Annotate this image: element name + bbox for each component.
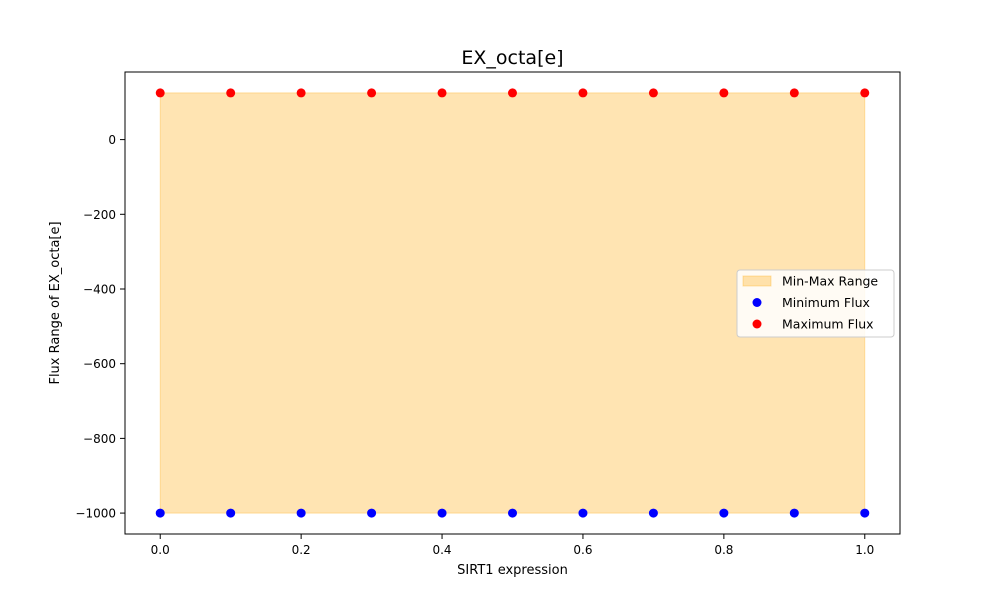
maximum-flux-point [508,88,517,98]
y-tick-label: −1000 [75,507,116,521]
legend-marker [752,319,762,329]
legend-marker [752,298,762,307]
y-tick-label: −400 [83,282,116,296]
axes-frame [124,71,901,535]
chart-title: EX_octa[e] [461,47,563,69]
maximum-flux-point [296,88,306,98]
legend-label: Minimum Flux [782,295,870,310]
minimum-flux-point [367,508,377,518]
y-tick-label: 0 [108,133,116,147]
minimum-flux-point [789,508,799,518]
maximum-flux-point [860,88,870,98]
x-tick-label: 1.0 [855,543,874,557]
maximum-flux-point [437,88,447,98]
x-tick-label: 0.2 [292,543,311,557]
maximum-flux-point [578,88,588,98]
maximum-flux-point [789,88,799,98]
legend-label: Min-Max Range [782,274,878,289]
y-tick-label: −800 [83,432,116,446]
minimum-flux-point [296,508,306,518]
legend-box [736,269,895,338]
maximum-flux-point [367,88,377,98]
x-tick-label: 0.6 [573,543,592,557]
points-layer [155,88,870,518]
x-tick-label: 0.4 [432,543,451,557]
x-tick-label: 0.0 [151,543,170,557]
y-axis: 0 −200 −400 −600 −800 −1000 [75,133,125,521]
maximum-flux-point [155,88,165,98]
plot-area [124,71,901,535]
minimum-flux-point [860,508,870,518]
maximum-flux-point [719,88,729,98]
x-axis: 0.0 0.2 0.4 0.6 0.8 1.0 [151,534,874,557]
maximum-flux-point [648,88,658,98]
maximum-flux-point [226,88,236,98]
legend-label: Maximum Flux [782,317,874,332]
x-axis-label: SIRT1 expression [457,563,568,578]
minimum-flux-point [437,508,447,518]
minimum-flux-point [578,508,588,518]
y-axis-label: Flux Range of EX_octa[e] [48,221,63,384]
minimum-flux-point [155,508,165,518]
y-tick-label: −600 [83,357,116,371]
minimum-flux-point [508,508,517,518]
x-tick-label: 0.8 [714,543,733,557]
minimum-flux-point [719,508,729,518]
minimum-flux-point [648,508,658,518]
legend: Min-Max Range Minimum Flux Maximum Flux [736,269,895,338]
legend-swatch-range [742,275,772,287]
y-tick-label: −200 [83,208,116,222]
minimum-flux-point [226,508,236,518]
